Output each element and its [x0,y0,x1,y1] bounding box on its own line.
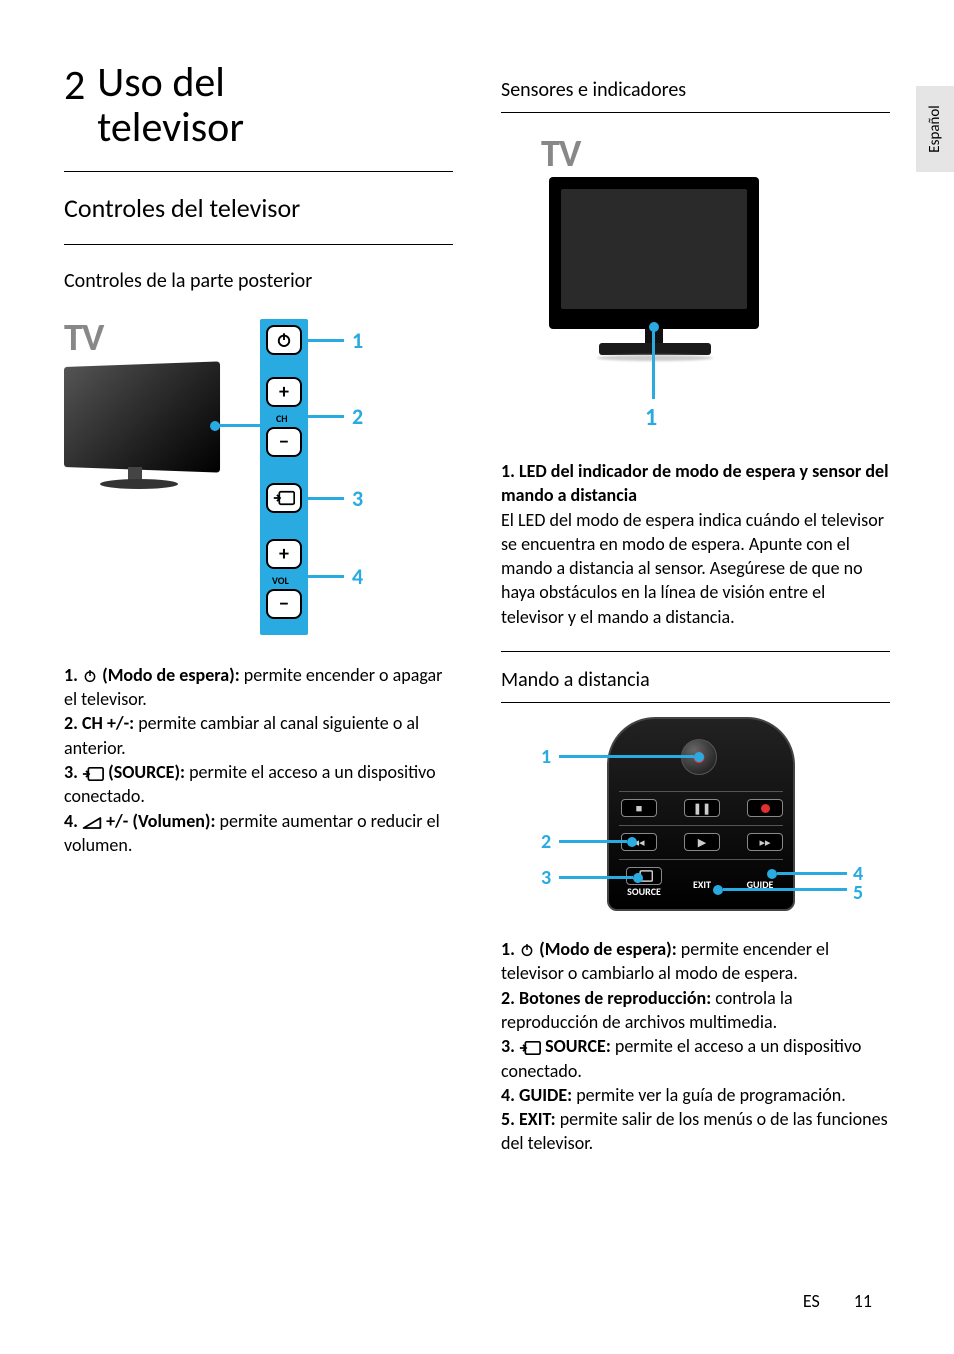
chapter-number: 2 [64,60,85,111]
vol-minus-icon: − [266,589,302,619]
ch-minus-icon: − [266,427,302,457]
callout-1: 1 [352,327,363,354]
callout-5: 5 [853,881,863,905]
vol-plus-icon: + [266,539,302,569]
page-content: 2 Uso del televisor Controles del televi… [0,0,954,1156]
footer-lang: ES [803,1290,820,1312]
callout-2: 2 [352,403,363,430]
page-footer: ES 11 [803,1290,872,1312]
rear-controls-list: 1. (Modo de espera): permite encender o … [64,663,453,857]
callout-3: 3 [352,485,363,512]
power-icon [82,668,98,684]
callout-1: 1 [541,745,551,769]
section-heading: Controles del televisor [64,192,453,224]
ch-label: CH [276,412,288,425]
control-strip [260,319,308,635]
source-button-icon [266,483,302,513]
footer-page: 11 [854,1290,872,1312]
remote-controls-list: 1. (Modo de espera): permite encender el… [501,937,890,1156]
source-exit-guide-row: SOURCE EXIT GUIDE [621,867,783,898]
volume-icon [82,816,102,830]
right-column: Sensores e indicadores TV 1 1. LED del i… [501,60,890,1156]
callout-3: 3 [541,866,551,890]
sensor-paragraph: 1. LED del indicador de modo de espera y… [501,459,890,629]
playback-row-2: ◂◂ ▶ ▸▸ [621,833,783,851]
remote-diagram: ■ ❚❚ ◂◂ ▶ ▸▸ SOURCE EXIT [501,717,890,927]
callout-4: 4 [352,563,363,590]
left-column: 2 Uso del televisor Controles del televi… [64,60,453,1156]
playback-row-1: ■ ❚❚ [621,799,783,817]
tv-label: TV [64,315,103,361]
callout-1: 1 [645,403,657,432]
callout-2: 2 [541,830,551,854]
tv-illustration [64,367,210,467]
power-button-icon [266,325,302,355]
chapter-title: Uso del televisor [97,60,244,151]
vol-label: VOL [272,574,289,587]
ch-plus-icon: + [266,377,302,407]
sensors-heading: Sensores e indicadores [501,70,890,113]
language-tab: Español [916,86,954,172]
tv-label: TV [541,131,580,177]
subsection-heading: Controles de la parte posterior [64,255,453,293]
source-icon [82,767,104,781]
chapter-heading: 2 Uso del televisor [64,60,453,151]
remote-heading: Mando a distancia [501,651,890,703]
power-icon [519,942,535,958]
source-icon [519,1041,541,1055]
rear-controls-diagram: TV 1 + CH − 2 [64,315,453,645]
sensor-diagram: TV 1 [541,131,890,431]
language-tab-text: Español [926,105,944,153]
